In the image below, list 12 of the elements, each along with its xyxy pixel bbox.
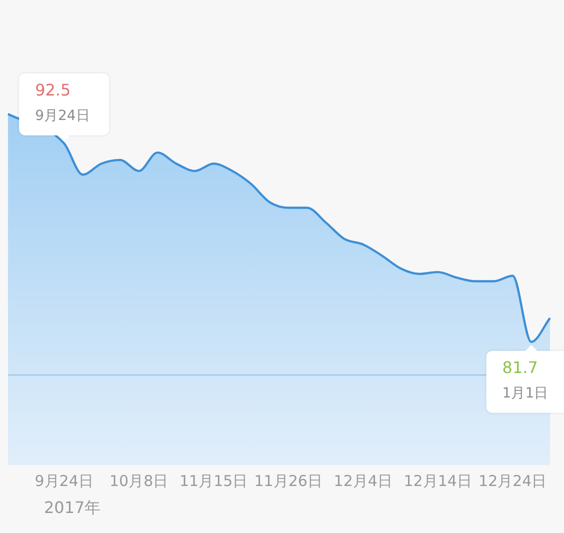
x-tick-label: 10月8日	[110, 472, 168, 490]
data-label: 81.7	[502, 358, 538, 378]
data-label: 92.5	[35, 80, 71, 100]
annotation: 2017年	[44, 498, 101, 518]
annotation: 1月1日	[502, 386, 548, 402]
x-tick-label: 12月24日	[478, 472, 547, 490]
x-tick-label: 11月15日	[179, 472, 248, 490]
x-tick-label: 9月24日	[34, 472, 94, 490]
x-tick-label: 12月4日	[334, 472, 392, 490]
x-tick-label: 11月26日	[254, 472, 322, 490]
x-tick-label: 12月14日	[404, 472, 472, 490]
annotation: 9月24日	[35, 108, 90, 124]
